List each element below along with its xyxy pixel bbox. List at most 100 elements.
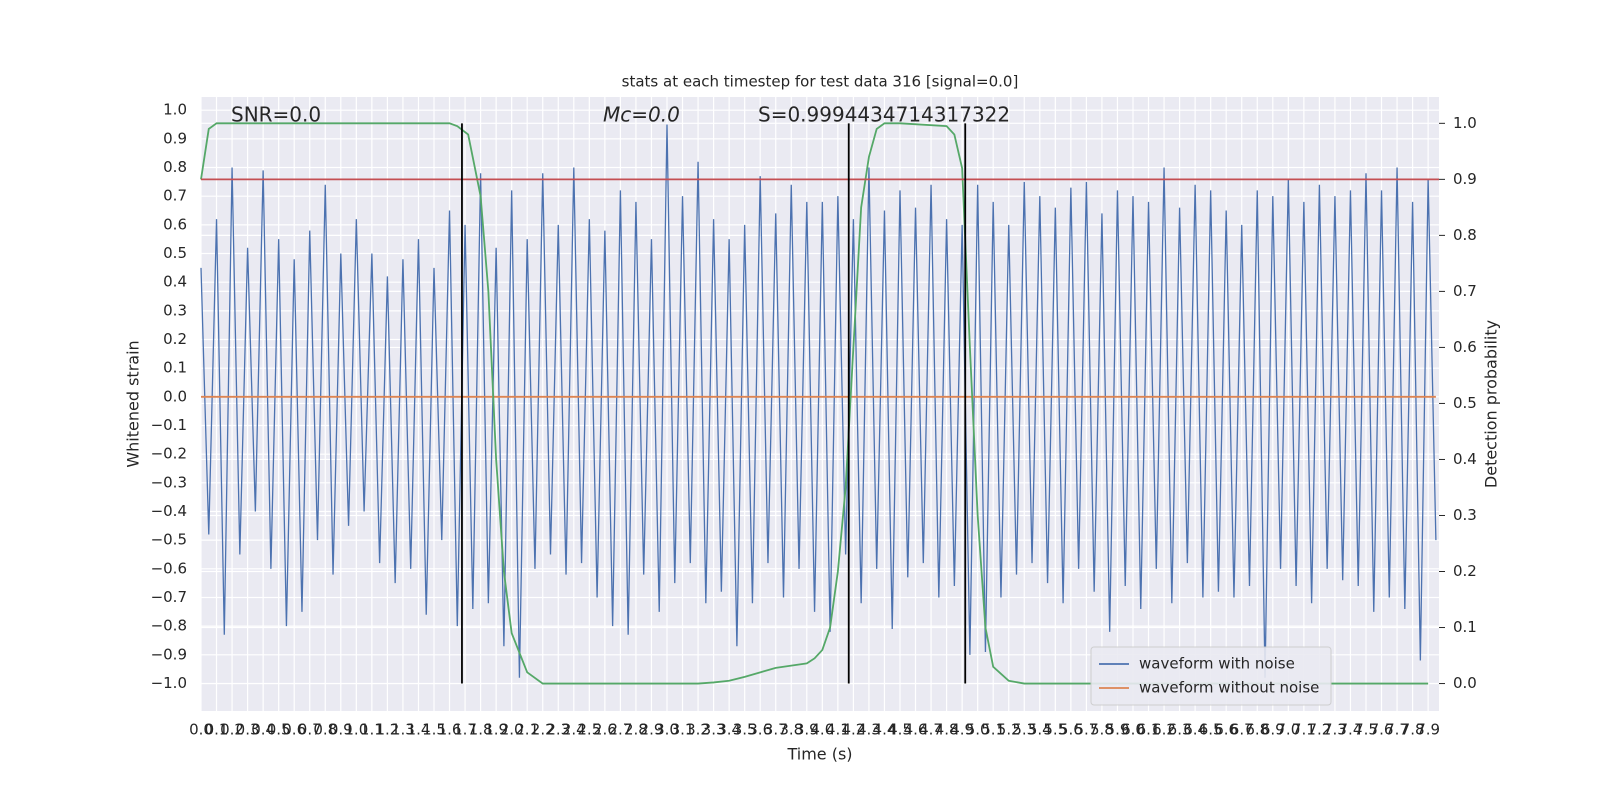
x-tick-label: 2.6 xyxy=(593,721,617,739)
x-tick-label: 0.7 xyxy=(298,721,322,739)
x-axis-label: Time (s) xyxy=(786,745,852,764)
y2-tick-label: 0.0 xyxy=(1453,674,1477,692)
x-tick-label: 4.2 xyxy=(841,721,865,739)
x-tick-label: 7.1 xyxy=(1292,721,1316,739)
series-line xyxy=(200,122,1429,685)
y2-tick-label: 0.9 xyxy=(1453,170,1477,188)
y2-tick-label: 0.8 xyxy=(1453,226,1477,244)
x-tick-label: 3.0 xyxy=(655,721,679,739)
y-tick-label: 0.2 xyxy=(163,330,187,348)
x-tick-label: 0.9 xyxy=(329,721,353,739)
y-tick-label: 1.0 xyxy=(163,101,187,119)
y2-tick-label: 1.0 xyxy=(1453,114,1477,132)
x-tick-label: 5.3 xyxy=(1012,721,1036,739)
x-tick-label: 2.5 xyxy=(577,721,601,739)
y2-axis-label: Detection probability xyxy=(1482,320,1501,488)
legend-box xyxy=(1090,646,1332,706)
x-tick-label: 5.8 xyxy=(1090,721,1114,739)
y2-tick-label: 0.1 xyxy=(1453,618,1477,636)
x-tick-label: 7.7 xyxy=(1385,721,1409,739)
x-tick-label: 3.2 xyxy=(686,721,710,739)
x-tick-label: 6.1 xyxy=(1137,721,1161,739)
x-tick-label: 7.6 xyxy=(1370,721,1394,739)
annotation: SNR=0.0 xyxy=(231,103,321,127)
y-tick-label: −0.3 xyxy=(151,473,187,491)
x-tick-label: 2.1 xyxy=(515,721,539,739)
y2-tick-label: 0.6 xyxy=(1453,338,1477,356)
y-tick-label: −0.2 xyxy=(151,445,187,463)
x-tick-label: 1.8 xyxy=(469,721,493,739)
x-tick-label: 2.8 xyxy=(624,721,648,739)
x-tick-label: 3.8 xyxy=(779,721,803,739)
x-tick-label: 0.3 xyxy=(236,721,260,739)
x-tick-label: 5.6 xyxy=(1059,721,1083,739)
y-tick-label: −0.5 xyxy=(151,531,187,549)
x-tick-label: 5.0 xyxy=(966,721,990,739)
x-tick-label: 7.9 xyxy=(1416,721,1440,739)
marks xyxy=(200,122,1439,685)
x-tick-label: 1.2 xyxy=(375,721,399,739)
x-tick-label: 6.3 xyxy=(1168,721,1192,739)
x-tick-label: 0.1 xyxy=(205,721,229,739)
x-tick-label: 2.9 xyxy=(640,721,664,739)
y-tick-label: −0.6 xyxy=(151,559,187,577)
x-tick-label: 1.9 xyxy=(484,721,508,739)
x-tick-label: 1.0 xyxy=(344,721,368,739)
x-tick-label: 6.8 xyxy=(1245,721,1269,739)
x-tick-label: 3.9 xyxy=(795,721,819,739)
x-tick-label: 7.4 xyxy=(1339,721,1363,739)
y-tick-label: −1.0 xyxy=(151,674,187,692)
x-tick-label: 7.3 xyxy=(1323,721,1347,739)
y2-tick-label: 0.3 xyxy=(1453,506,1477,524)
x-tick-label: 6.2 xyxy=(1152,721,1176,739)
annotation: Mc=0.0 xyxy=(603,103,680,127)
x-tick-label: 7.5 xyxy=(1354,721,1378,739)
x-tick-label: 5.7 xyxy=(1074,721,1098,739)
x-tick-label: 2.7 xyxy=(608,721,632,739)
legend-label: waveform without noise xyxy=(1139,679,1319,697)
x-tick-label: 4.9 xyxy=(950,721,974,739)
x-tick-label: 2.4 xyxy=(562,721,586,739)
x-tick-label: 6.0 xyxy=(1121,721,1145,739)
x-tick-label: 6.5 xyxy=(1199,721,1223,739)
x-tick-label: 3.6 xyxy=(748,721,772,739)
x-tick-label: 3.3 xyxy=(702,721,726,739)
x-tick-label: 3.7 xyxy=(764,721,788,739)
x-tick-label: 4.3 xyxy=(857,721,881,739)
y-tick-label: −0.7 xyxy=(151,588,187,606)
y-tick-label: 0.8 xyxy=(163,158,187,176)
x-tick-label: 5.4 xyxy=(1028,721,1052,739)
x-tick-label: 1.1 xyxy=(360,721,384,739)
x-tick-label: 4.1 xyxy=(826,721,850,739)
y2-tick-label: 0.5 xyxy=(1453,394,1477,412)
x-tick-label: 5.2 xyxy=(997,721,1021,739)
x-tick-label: 1.7 xyxy=(453,721,477,739)
y-tick-label: 0.4 xyxy=(163,273,187,291)
x-tick-label: 0.5 xyxy=(267,721,291,739)
series-line xyxy=(200,124,1437,678)
x-tick-label: 3.1 xyxy=(671,721,695,739)
y-tick-label: 0.7 xyxy=(163,187,187,205)
y-tick-label: 0.0 xyxy=(163,387,187,405)
y-tick-label: 0.6 xyxy=(163,215,187,233)
y2-tick-label: 0.2 xyxy=(1453,562,1477,580)
x-tick-label: 1.6 xyxy=(438,721,462,739)
legend-label: waveform with noise xyxy=(1139,655,1295,673)
y-tick-label: −0.8 xyxy=(151,617,187,635)
x-tick-label: 5.1 xyxy=(981,721,1005,739)
x-tick-label: 1.5 xyxy=(422,721,446,739)
x-tick-label: 4.4 xyxy=(873,721,897,739)
x-tick-label: 4.6 xyxy=(904,721,928,739)
x-tick-label: 6.9 xyxy=(1261,721,1285,739)
y-tick-label: 0.3 xyxy=(163,301,187,319)
y-tick-label: 0.5 xyxy=(163,244,187,262)
y-tick-label: −0.9 xyxy=(151,645,187,663)
x-tick-label: 0.2 xyxy=(220,721,244,739)
chart-title: stats at each timestep for test data 316… xyxy=(622,73,1019,91)
x-tick-label: 0.8 xyxy=(313,721,337,739)
legend: waveform with noise waveform without nois… xyxy=(1090,646,1332,706)
y-tick-label: −0.1 xyxy=(151,416,187,434)
x-tick-label: 6.6 xyxy=(1214,721,1238,739)
x-tick-label: 0.6 xyxy=(282,721,306,739)
x-tick-label: 6.7 xyxy=(1230,721,1254,739)
